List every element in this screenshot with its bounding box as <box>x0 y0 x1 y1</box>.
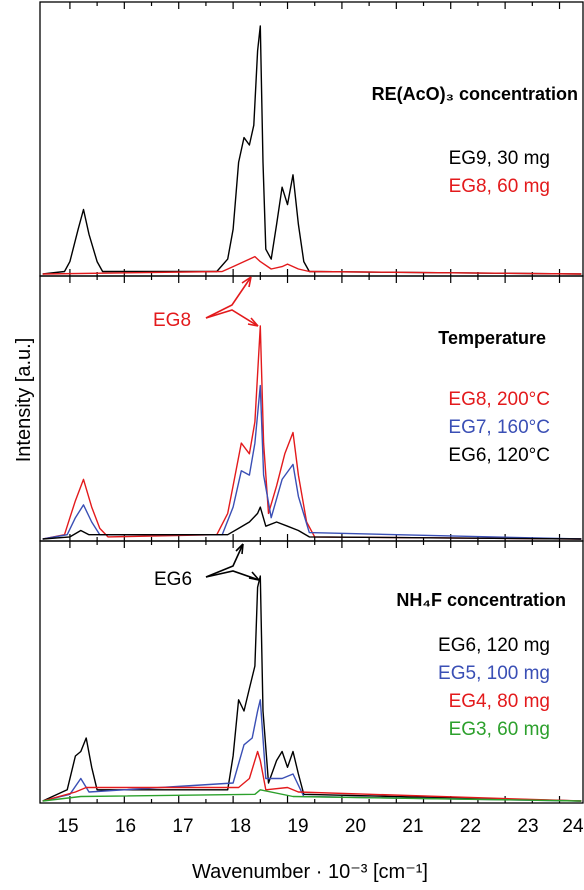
annotation-eg6-label: EG6 <box>154 569 192 590</box>
panel-title-temperature: Temperature <box>438 328 546 348</box>
series-line-1-0 <box>42 325 582 540</box>
annotation-eg8-label: EG8 <box>153 310 191 331</box>
series-line-1-2 <box>42 506 582 540</box>
x-tick-label-20: 20 <box>345 816 366 837</box>
panel-title-nh4f: NH₄F concentration <box>396 590 566 610</box>
series-line-0-0 <box>42 25 582 275</box>
panel-frame-0 <box>39 1 584 277</box>
x-tick-label-22: 22 <box>460 816 481 837</box>
series-line-0-1 <box>42 255 582 275</box>
x-tick-label-23: 23 <box>517 816 538 837</box>
legend-entry-eg3-60mg: EG3, 60 mg <box>449 719 550 740</box>
series-line-2-0 <box>42 575 582 802</box>
series-line-2-2 <box>42 750 582 802</box>
legend-entry-eg6-120: EG6, 120°C <box>448 445 550 466</box>
legend-entry-eg7-160: EG7, 160°C <box>448 417 550 438</box>
legend-entry-eg6-120mg: EG6, 120 mg <box>438 635 550 656</box>
panel-frame-2 <box>39 540 584 804</box>
legend-concentration: EG9, 30 mg EG8, 60 mg <box>449 148 550 197</box>
annotation-eg6: EG6 <box>154 543 260 590</box>
x-tick-label-24: 24 <box>562 816 584 837</box>
annotation-eg6-arrow-upper <box>205 543 244 578</box>
annotation-eg8-arrow-upper <box>205 276 252 319</box>
x-tick-label-15: 15 <box>57 816 78 837</box>
annotation-eg6-arrow-lower <box>205 570 260 581</box>
y-axis-label: Intensity [a.u.] <box>13 338 35 463</box>
series-line-1-1 <box>42 384 582 540</box>
series-line-2-3 <box>42 789 582 802</box>
x-tick-label-17: 17 <box>172 816 193 837</box>
legend-entry-eg8: EG8, 60 mg <box>449 176 550 197</box>
series-line-2-1 <box>42 699 582 802</box>
x-tick-labels: 15 16 17 18 19 20 21 22 23 24 <box>57 816 584 837</box>
x-tick-label-16: 16 <box>115 816 136 837</box>
x-tick-label-19: 19 <box>287 816 308 837</box>
legend-entry-eg8-200: EG8, 200°C <box>448 389 550 410</box>
panel-title-concentration: RE(AcO)₃ concentration <box>372 84 578 104</box>
x-tick-label-21: 21 <box>402 816 423 837</box>
panels <box>39 1 584 804</box>
legend-entry-eg5-100mg: EG5, 100 mg <box>438 663 550 684</box>
legend-entry-eg4-80mg: EG4, 80 mg <box>449 691 550 712</box>
annotation-eg8: EG8 <box>153 276 259 331</box>
legend-entry-eg9: EG9, 30 mg <box>449 148 550 169</box>
x-tick-label-18: 18 <box>230 816 251 837</box>
x-axis-label: Wavenumber · 10⁻³ [cm⁻¹] <box>192 861 428 883</box>
legend-nh4f: EG6, 120 mg EG5, 100 mg EG4, 80 mg EG3, … <box>438 635 550 740</box>
legend-temperature: EG8, 200°C EG7, 160°C EG6, 120°C <box>448 389 550 466</box>
annotation-eg8-arrow-lower <box>205 309 259 327</box>
